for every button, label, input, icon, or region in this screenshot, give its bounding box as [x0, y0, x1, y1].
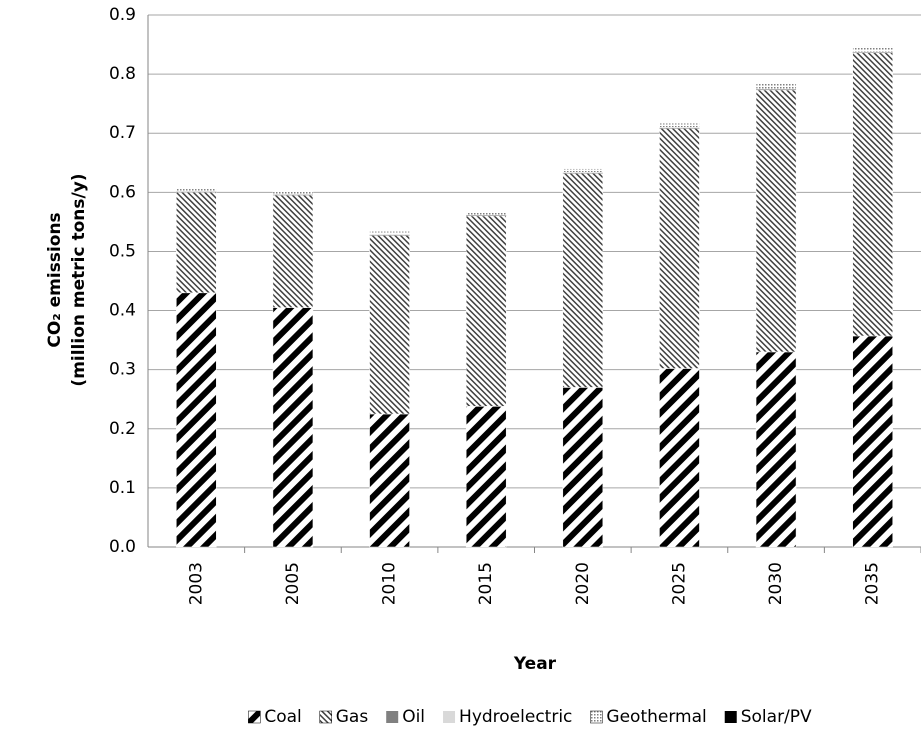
bar-segment [465, 215, 507, 407]
y-tick-label: 0.1 [109, 478, 136, 498]
legend-item: Hydroelectric [443, 707, 572, 727]
legend-item: Coal [248, 707, 302, 727]
bar-segment [466, 215, 507, 216]
bar-segment [659, 368, 700, 548]
x-tick-label-group: 2005 [283, 562, 303, 605]
bar-segment [562, 168, 604, 173]
y-tick-label: 0.2 [109, 419, 136, 439]
bar-segment [176, 192, 217, 294]
x-tick-label: 2005 [283, 562, 303, 605]
legend-item: Oil [386, 707, 425, 727]
bar-segment [852, 46, 893, 52]
bar-segment [852, 335, 893, 548]
legend-item: Gas [319, 707, 369, 727]
bar-segment [659, 127, 700, 128]
x-tick-label: 2010 [380, 562, 400, 605]
bar-segment [369, 234, 410, 236]
legend-item: Geothermal [590, 707, 707, 727]
bar-segment [755, 351, 797, 548]
x-tick-label-group: 2015 [476, 562, 496, 605]
y-tick-label: 0.6 [109, 182, 136, 202]
x-tick-label-group: 2035 [863, 562, 883, 605]
x-tick-label: 2003 [186, 562, 206, 605]
x-tick-label-group: 2010 [380, 562, 400, 605]
legend-swatch [724, 711, 737, 723]
bar-segment [852, 52, 893, 337]
y-tick-label: 0.4 [109, 301, 136, 321]
y-tick-label: 0.8 [109, 64, 136, 84]
legend-swatch [319, 710, 332, 724]
bar-segment [369, 234, 410, 235]
y-tick-label: 0.5 [109, 241, 136, 261]
bar-segment [465, 406, 507, 548]
bar-segment [562, 172, 603, 173]
bar-segment [755, 89, 797, 353]
legend-item: Solar/PV [724, 707, 812, 727]
bar-segment [176, 292, 217, 548]
bar-segment [466, 214, 507, 216]
bar-segment [756, 89, 797, 91]
x-tick-label-group: 2030 [766, 562, 786, 605]
bar-segment [562, 172, 603, 174]
legend-label: Hydroelectric [459, 707, 572, 727]
bar-segment [369, 231, 410, 235]
legend-label: Coal [264, 707, 301, 727]
legend-label: Oil [402, 707, 425, 727]
bar-segment [272, 194, 313, 196]
x-tick-label: 2015 [476, 562, 496, 605]
x-tick-label: 2030 [766, 562, 786, 605]
y-tick-label: 0.7 [109, 123, 136, 143]
bar-segment [176, 191, 217, 193]
bar-segment [756, 88, 797, 90]
bar-segment [755, 83, 797, 90]
bar-segment [176, 191, 217, 192]
legend-label: Solar/PV [741, 707, 812, 727]
y-tick-label: 0.0 [109, 537, 136, 557]
y-axis-title-line: CO₂ emissions [45, 212, 65, 347]
y-tick-label: 0.3 [109, 360, 136, 380]
bar-segment [659, 127, 700, 129]
legend-swatch [386, 711, 399, 723]
bar-segment [369, 413, 410, 548]
bar-segment [562, 387, 604, 548]
bar-segment [659, 128, 700, 369]
bar-segment [659, 122, 700, 128]
bar-segment [369, 235, 410, 415]
legend-swatch [443, 711, 456, 723]
y-tick-label: 0.9 [109, 5, 136, 25]
x-tick-label-group: 2025 [669, 562, 689, 605]
legend-label: Gas [336, 707, 369, 727]
bar-segment [272, 195, 314, 308]
legend-swatch [590, 710, 603, 724]
y-axis-title-line: (million metric tons/y) [69, 173, 89, 386]
x-tick-label: 2035 [863, 562, 883, 605]
y-axis-title: CO₂ emissions (million metric tons/y) [45, 173, 89, 386]
x-tick-label: 2025 [669, 562, 689, 605]
x-tick-label-group: 2003 [186, 562, 206, 605]
x-tick-label-group: 2020 [573, 562, 593, 605]
legend-swatch [248, 710, 261, 724]
bar-segment [562, 173, 604, 388]
bar-segment [852, 51, 893, 53]
x-tick-label: 2020 [573, 562, 593, 605]
bar-segment [272, 191, 314, 195]
legend-label: Geothermal [606, 707, 706, 727]
bar-segment [272, 194, 313, 195]
bar-segment [272, 307, 314, 548]
bar-segment [176, 188, 217, 192]
bar-segment [465, 210, 507, 216]
bar-segment [852, 52, 893, 53]
x-axis-title: Year [513, 654, 557, 674]
